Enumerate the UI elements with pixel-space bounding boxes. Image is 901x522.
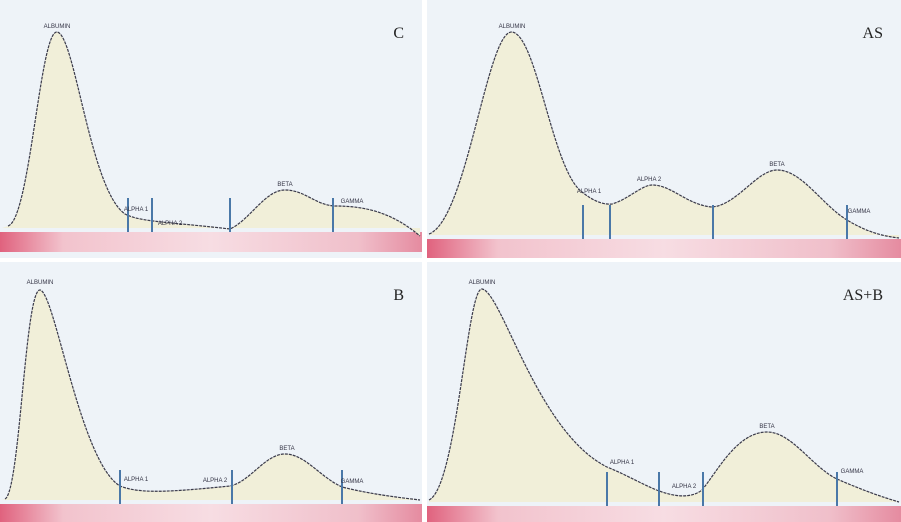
- peak-label: ALPHA 2: [158, 221, 183, 227]
- curve-fill: [2, 289, 420, 500]
- panel: C ALBUMIN ALPHA 1 ALPHA 2 BETA GAMMA: [0, 0, 422, 258]
- curve-fill: [429, 31, 899, 238]
- peak-label: ALPHA 1: [577, 189, 602, 195]
- peak-label: ALPHA 1: [124, 477, 149, 483]
- gel-strip: [427, 506, 901, 522]
- densitometry-curve: [4, 289, 421, 501]
- panel: B ALBUMIN ALPHA 1 ALPHA 2 BETA GAMMA: [0, 262, 422, 522]
- peak-label: ALPHA 2: [672, 484, 697, 490]
- peak-label: GAMMA: [841, 469, 864, 475]
- peak-label: GAMMA: [848, 209, 871, 215]
- curve-fill: [429, 288, 899, 502]
- panel-label: AS: [863, 25, 883, 42]
- peak-label: ALPHA 2: [637, 177, 662, 183]
- gel-strip: [427, 239, 901, 258]
- peak-label: ALBUMIN: [27, 280, 54, 286]
- peak-label: ALBUMIN: [44, 24, 71, 30]
- peak-label: BETA: [769, 162, 784, 168]
- panel-label: AS+B: [843, 287, 883, 304]
- densitometry-curve: [428, 288, 900, 503]
- panel: AS+B ALBUMIN ALPHA 1 ALPHA 2 BETA GAMMA: [427, 262, 901, 522]
- curve-fill: [2, 31, 420, 236]
- peak-label: ALBUMIN: [499, 24, 526, 30]
- peak-label: ALPHA 2: [203, 478, 228, 484]
- densitometry-curve: [428, 31, 900, 239]
- peak-label: BETA: [277, 182, 292, 188]
- panel: AS ALBUMIN ALPHA 1 ALPHA 2 BETA GAMMA: [427, 0, 901, 258]
- panel-label: B: [393, 287, 404, 304]
- peak-label: BETA: [759, 424, 774, 430]
- peak-label: ALBUMIN: [469, 280, 496, 286]
- peak-label: ALPHA 1: [124, 207, 149, 213]
- gel-strip: [0, 504, 422, 522]
- panel-label: C: [393, 25, 404, 42]
- peak-label: GAMMA: [341, 479, 364, 485]
- gel-strip: [0, 232, 422, 252]
- peak-label: BETA: [279, 446, 294, 452]
- peak-label: ALPHA 1: [610, 460, 635, 466]
- peak-label: GAMMA: [341, 199, 364, 205]
